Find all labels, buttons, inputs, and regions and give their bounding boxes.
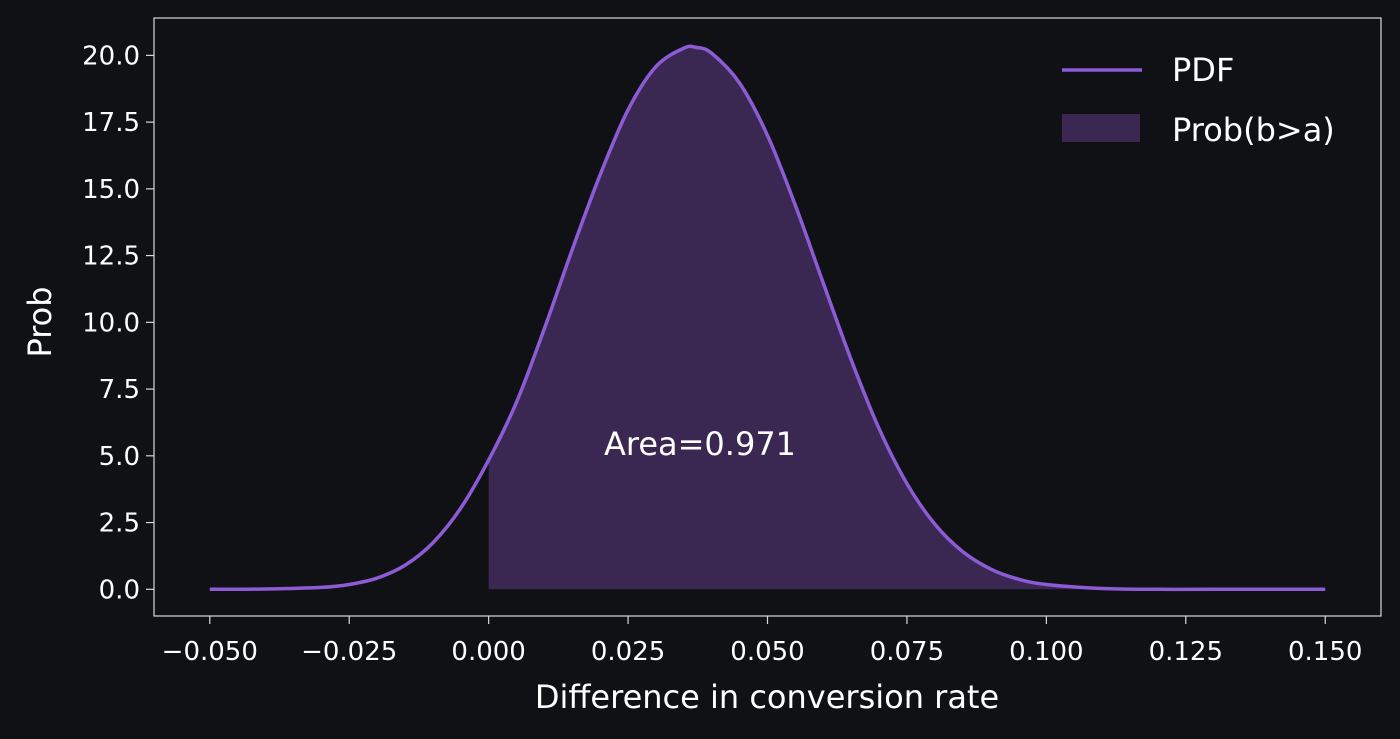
legend: PDF Prob(b>a) [1062, 51, 1335, 149]
x-tick-label: 0.100 [1009, 637, 1083, 667]
legend-area-swatch [1062, 114, 1140, 142]
y-tick-label: 5.0 [99, 442, 140, 472]
x-tick-label: 0.125 [1149, 637, 1223, 667]
x-tick-label: −0.025 [301, 637, 397, 667]
y-tick-label: 17.5 [82, 108, 140, 138]
y-axis-label: Prob [21, 286, 59, 357]
x-tick-label: 0.150 [1288, 637, 1362, 667]
area-annotation: Area=0.971 [604, 425, 796, 463]
x-tick-label: −0.050 [162, 637, 258, 667]
x-tick-label: 0.050 [730, 637, 804, 667]
pdf-line [209, 44, 1326, 592]
y-tick-label: 7.5 [99, 375, 140, 405]
y-tick-label: 12.5 [82, 242, 140, 272]
y-tick-label: 10.0 [82, 308, 140, 338]
x-axis-label: Difference in conversion rate [535, 678, 999, 716]
legend-area-label: Prob(b>a) [1172, 111, 1335, 149]
y-tick-label: 15.0 [82, 175, 140, 205]
x-axis-ticks: −0.050 −0.025 0.000 0.025 0.050 0.075 0.100 0.1… [162, 616, 1362, 667]
x-tick-label: 0.000 [451, 637, 525, 667]
prob-b-gt-a-area [488, 46, 1326, 590]
y-tick-label: 20.0 [82, 41, 140, 71]
x-tick-label: 0.025 [591, 637, 665, 667]
y-tick-label: 2.5 [99, 509, 140, 539]
y-tick-label: 0.0 [99, 575, 140, 605]
legend-pdf-label: PDF [1172, 51, 1234, 89]
y-axis-ticks: 0.0 2.5 5.0 7.5 10.0 12.5 15.0 17.5 20.0 [82, 41, 154, 605]
x-tick-label: 0.075 [870, 637, 944, 667]
